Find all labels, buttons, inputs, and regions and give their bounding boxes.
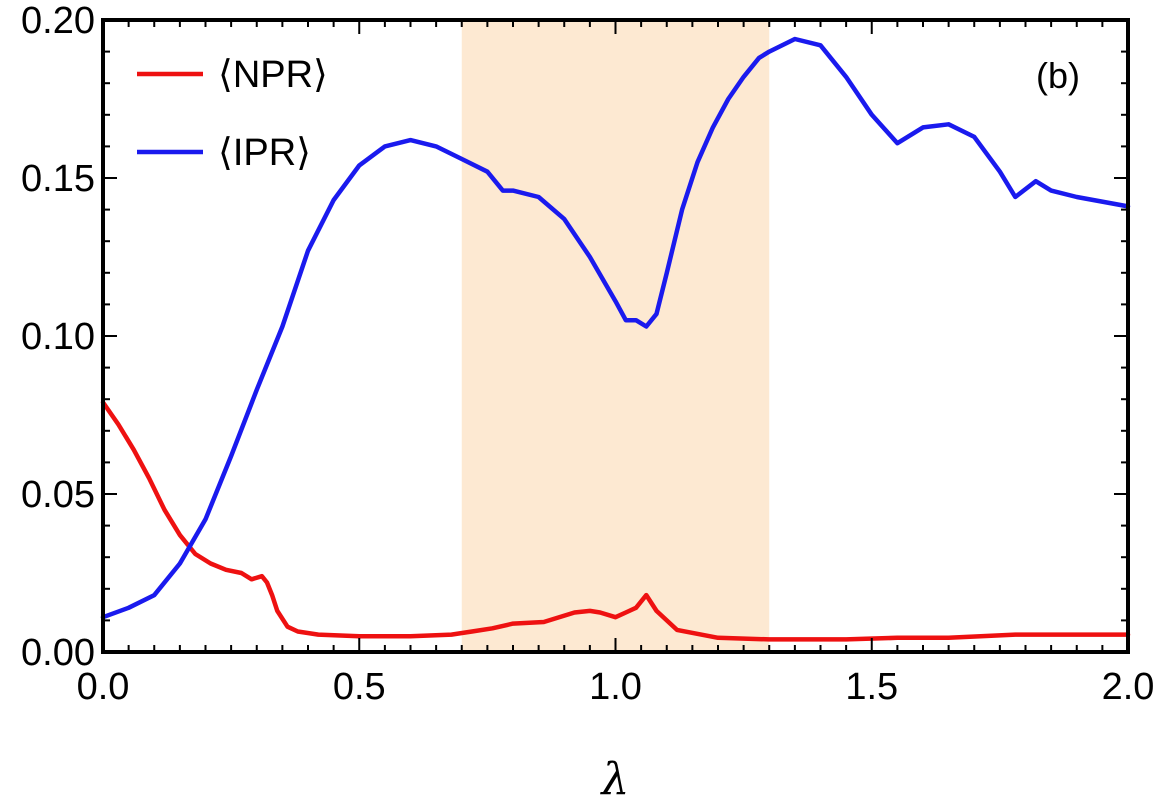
legend-label-ipr: ⟨IPR⟩ (218, 132, 311, 174)
y-tick-label: 0.15 (21, 158, 95, 200)
tick-marks-layer (102, 19, 1129, 653)
series-line-ipr (100, 36, 1131, 620)
y-tick-label: 0.10 (21, 316, 95, 358)
y-tick-label: 0.05 (21, 474, 95, 516)
series-line-npr (100, 400, 1131, 642)
x-tick-labels: 0.0 0.5 1.0 1.5 2.0 (77, 666, 1155, 708)
legend: ⟨NPR⟩ ⟨IPR⟩ (137, 54, 328, 174)
legend-label-npr: ⟨NPR⟩ (218, 54, 328, 96)
x-tick-label: 2.0 (1102, 666, 1155, 708)
x-tick-label: 0.0 (77, 666, 130, 708)
y-tick-labels: 0.00 0.05 0.10 0.15 0.20 (21, 0, 95, 674)
series-layer (100, 36, 1131, 642)
panel-label: (b) (1036, 55, 1080, 96)
shaded-region-layer (461, 20, 770, 652)
x-tick-label: 0.5 (333, 666, 386, 708)
x-tick-label: 1.0 (589, 666, 642, 708)
shaded-region (461, 20, 770, 652)
x-tick-label: 1.5 (845, 666, 898, 708)
x-axis-label: λ (600, 754, 630, 804)
y-tick-label: 0.20 (21, 0, 95, 42)
y-tick-label: 0.00 (21, 632, 95, 674)
